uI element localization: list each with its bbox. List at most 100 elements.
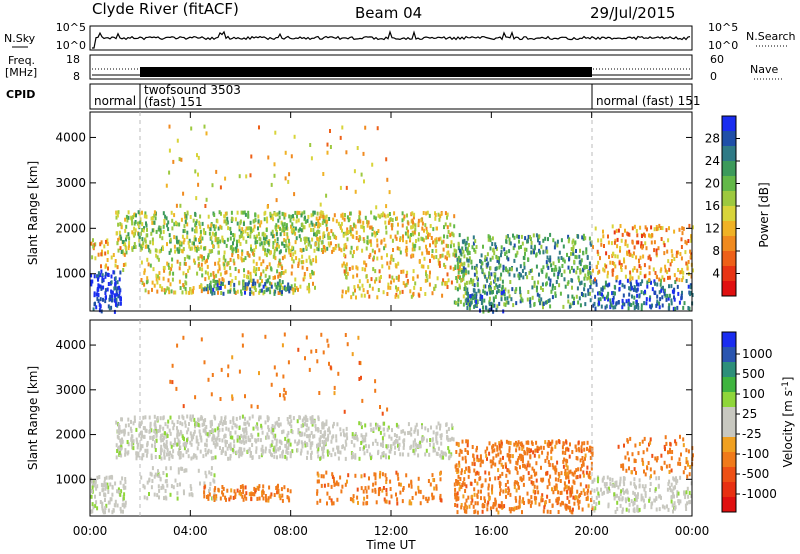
- data-cell: [662, 240, 665, 245]
- data-cell: [635, 255, 638, 260]
- data-cell: [110, 255, 113, 260]
- data-cell: [627, 306, 630, 311]
- data-cell: [572, 495, 575, 500]
- data-cell: [624, 489, 627, 494]
- data-cell: [272, 254, 275, 259]
- data-cell: [489, 459, 492, 464]
- data-cell: [268, 262, 271, 267]
- data-cell: [432, 240, 434, 245]
- data-cell: [688, 223, 691, 228]
- data-cell: [682, 226, 685, 231]
- data-cell: [623, 482, 626, 487]
- data-cell: [199, 449, 202, 454]
- data-cell: [251, 278, 254, 283]
- data-cell: [266, 219, 269, 224]
- data-cell: [321, 422, 324, 427]
- data-cell: [201, 416, 204, 421]
- data-cell: [637, 282, 640, 287]
- data-cell: [567, 265, 570, 270]
- data-cell: [231, 253, 234, 258]
- data-cell: [542, 238, 545, 243]
- data-cell: [362, 288, 365, 293]
- data-cell: [211, 249, 214, 254]
- data-cell: [475, 302, 478, 307]
- data-cell: [162, 426, 165, 431]
- data-cell: [216, 426, 219, 431]
- data-cell: [298, 210, 301, 215]
- data-cell: [572, 248, 575, 253]
- data-cell: [286, 450, 289, 455]
- data-cell: [600, 238, 603, 243]
- data-cell: [318, 230, 321, 235]
- data-cell: [439, 433, 442, 438]
- data-cell: [641, 234, 643, 238]
- data-cell: [402, 281, 405, 286]
- data-cell: [538, 454, 541, 459]
- data-cell: [522, 457, 524, 462]
- data-cell: [619, 503, 622, 508]
- colorbar-tick-label: 16: [705, 199, 720, 213]
- data-cell: [295, 256, 298, 261]
- data-cell: [525, 247, 528, 252]
- data-cell: [579, 474, 582, 479]
- data-cell: [317, 247, 320, 252]
- data-cell: [610, 303, 613, 308]
- data-cell: [326, 501, 328, 506]
- data-cell: [665, 228, 668, 233]
- data-cell: [309, 416, 312, 421]
- data-cell: [379, 214, 381, 219]
- data-cell: [606, 270, 609, 275]
- data-cell: [122, 240, 124, 244]
- data-cell: [261, 232, 264, 237]
- data-cell: [488, 477, 491, 482]
- data-cell: [646, 284, 649, 289]
- data-cell: [488, 271, 491, 276]
- data-cell: [398, 482, 401, 487]
- data-cell: [254, 269, 257, 274]
- data-cell: [504, 462, 507, 467]
- data-cell: [310, 156, 313, 161]
- data-cell: [205, 258, 208, 263]
- data-cell: [110, 280, 113, 285]
- data-cell: [437, 258, 440, 263]
- data-cell: [146, 442, 149, 446]
- data-cell: [627, 497, 630, 502]
- data-cell: [354, 453, 357, 458]
- data-cell: [501, 504, 504, 509]
- data-cell: [262, 269, 265, 274]
- data-cell: [224, 284, 227, 289]
- data-cell: [304, 422, 307, 427]
- data-cell: [574, 444, 577, 449]
- data-cell: [410, 225, 413, 230]
- data-cell: [90, 279, 93, 284]
- data-cell: [287, 420, 290, 425]
- data-cell: [179, 240, 182, 245]
- data-cell: [221, 438, 224, 443]
- data-cell: [279, 249, 282, 254]
- data-cell: [651, 287, 654, 292]
- data-cell: [607, 486, 610, 491]
- data-cell: [560, 256, 563, 260]
- data-cell: [239, 242, 242, 246]
- data-cell: [158, 488, 161, 493]
- data-cell: [249, 278, 252, 283]
- data-cell: [346, 271, 349, 276]
- data-cell: [116, 210, 118, 215]
- data-cell: [632, 490, 635, 495]
- data-cell: [500, 441, 503, 446]
- data-cell: [184, 423, 187, 428]
- data-cell: [262, 484, 265, 489]
- data-cell: [143, 434, 146, 439]
- data-cell: [401, 499, 404, 504]
- data-cell: [332, 501, 335, 506]
- data-cell: [637, 492, 639, 497]
- data-cell: [561, 450, 564, 455]
- data-cell: [446, 251, 449, 256]
- data-cell: [311, 237, 314, 242]
- data-cell: [584, 293, 587, 298]
- data-cell: [325, 437, 328, 442]
- data-cell: [181, 466, 184, 471]
- data-cell: [170, 484, 173, 489]
- data-cell: [671, 289, 674, 294]
- data-cell: [547, 276, 550, 281]
